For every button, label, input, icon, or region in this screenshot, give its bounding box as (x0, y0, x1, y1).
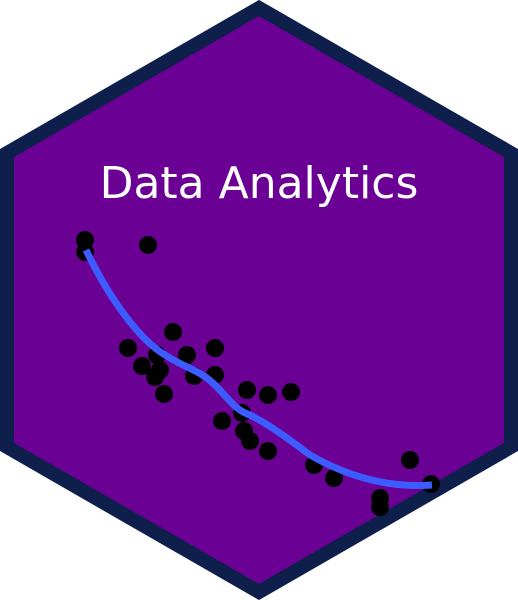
scatter-point (155, 385, 173, 403)
scatter-point (401, 451, 419, 469)
scatter-point (133, 357, 151, 375)
scatter-point (259, 386, 277, 404)
logo-title: Data Analytics (100, 158, 419, 209)
scatter-point (139, 236, 157, 254)
scatter-point (119, 339, 137, 357)
scatter-point (206, 339, 224, 357)
scatter-point (146, 368, 164, 386)
scatter-point (371, 498, 389, 516)
scatter-point (178, 346, 196, 364)
scatter-point (241, 432, 259, 450)
scatter-point (164, 323, 182, 341)
trend-curve (82, 248, 433, 489)
scatter-point (238, 381, 256, 399)
scatter-points (76, 231, 440, 516)
scatter-point (282, 383, 300, 401)
scatter-point (213, 412, 231, 430)
scatter-point (325, 469, 343, 487)
scatter-point (259, 442, 277, 460)
